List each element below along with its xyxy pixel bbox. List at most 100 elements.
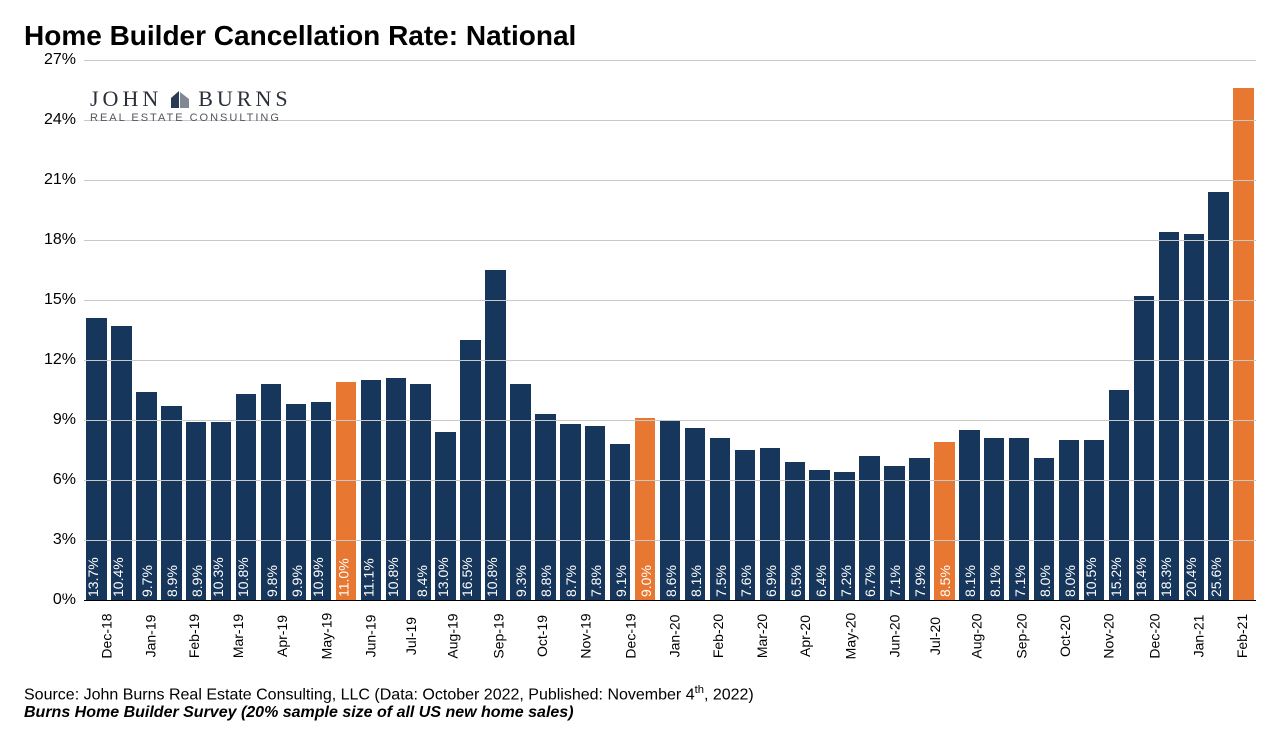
bar-value-label: 8.1% (962, 565, 978, 597)
bar-value-label: 6.9% (763, 565, 779, 597)
x-tick-label: Feb-21 (1234, 614, 1250, 658)
bar-cell: 10.5% (1106, 60, 1131, 600)
x-tick-cell: Nov-20 (1086, 604, 1131, 668)
x-tick-cell: Mar-21 (1264, 604, 1280, 668)
x-tick-label: Jul-20 (927, 617, 943, 655)
bar-value-label: 10.8% (485, 557, 501, 597)
x-tick-label: Nov-19 (577, 613, 593, 658)
x-tick-label: Mar-20 (754, 614, 770, 658)
logo-text-john: JOHN (90, 86, 162, 112)
x-tick-label: Apr-19 (274, 615, 290, 657)
x-tick-label: Dec-19 (622, 613, 638, 658)
bar-cell: 18.4% (1156, 60, 1181, 600)
gridline (84, 300, 1256, 301)
bar: 16.5% (485, 270, 505, 600)
bar-cell: 20.4% (1206, 60, 1231, 600)
bars-container: 14.1%13.7%10.4%9.7%8.9%8.9%10.3%10.8%9.8… (84, 60, 1256, 600)
chart-title: Home Builder Cancellation Rate: National (24, 20, 1256, 52)
x-tick-label: May-20 (842, 613, 858, 660)
bar-cell: 8.0% (1082, 60, 1107, 600)
x-tick-cell: Dec-20 (1132, 604, 1177, 668)
bar-cell: 8.6% (683, 60, 708, 600)
bar-cell: 6.7% (882, 60, 907, 600)
chart-footer: Source: John Burns Real Estate Consultin… (24, 684, 754, 722)
x-tick-label: Jan-19 (143, 615, 159, 658)
x-tick-label: Sep-20 (1014, 613, 1030, 658)
gridline (84, 600, 1256, 601)
bar-value-label: 10.5% (1083, 557, 1099, 597)
bar-value-label: 11.0% (335, 558, 351, 597)
bar-value-label: 14.1% (61, 557, 77, 597)
bar-value-label: 7.1% (1012, 565, 1028, 597)
survey-text: Burns Home Builder Survey (20% sample si… (24, 704, 754, 722)
x-tick-cell: Mar-19 (216, 604, 260, 668)
bar-value-label: 15.2% (1108, 557, 1124, 597)
gridline (84, 180, 1256, 181)
bar-value-label: 16.5% (460, 557, 476, 597)
x-tick-label: Oct-20 (1057, 615, 1073, 657)
bar-cell: 15.2% (1131, 60, 1156, 600)
x-tick-cell: Sep-20 (999, 604, 1044, 668)
bar-cell: 13.7% (109, 60, 134, 600)
bar-value-label: 9.8% (264, 565, 280, 597)
x-tick-cell: Feb-20 (696, 604, 740, 668)
x-tick-label: Jan-21 (1190, 615, 1206, 658)
bar-value-label: 8.0% (1062, 565, 1078, 597)
bar-cell: 8.8% (558, 60, 583, 600)
bar: 20.4% (1208, 192, 1228, 600)
x-tick-label: Oct-19 (534, 615, 550, 657)
bar-cell: 9.9% (308, 60, 333, 600)
bar: 18.4% (1159, 232, 1179, 600)
x-tick-cell: Sep-19 (476, 604, 521, 668)
y-tick-label: 12% (44, 351, 76, 369)
bar-value-label: 6.7% (863, 565, 879, 597)
x-tick-label: Jan-20 (666, 615, 682, 658)
bar-cell: 8.0% (1057, 60, 1082, 600)
x-tick-cell: Jul-20 (916, 604, 954, 668)
bar-value-label: 7.5% (713, 565, 729, 597)
bar-cell: 10.8% (259, 60, 284, 600)
bar-value-label: 6.4% (813, 565, 829, 597)
x-tick-label: Jul-19 (403, 617, 419, 655)
x-tick-cell: Apr-19 (261, 604, 303, 668)
bar-cell: 8.1% (1007, 60, 1032, 600)
x-tick-cell: Jun-20 (873, 604, 916, 668)
bar-value-label: 8.5% (937, 565, 953, 597)
bar-value-label: 6.5% (788, 565, 804, 597)
x-tick-cell: Mar-20 (740, 604, 784, 668)
bar-value-label: 18.4% (1133, 557, 1149, 597)
bar-value-label: 13.0% (435, 557, 451, 597)
y-tick-label: 6% (53, 471, 76, 489)
bar-value-label: 9.9% (289, 565, 305, 597)
bar-value-label: 10.8% (385, 557, 401, 597)
bar-value-label: 9.3% (513, 565, 529, 597)
bar-cell: 7.1% (1032, 60, 1057, 600)
gridline (84, 240, 1256, 241)
bar-cell: 7.9% (932, 60, 957, 600)
y-tick-label: 15% (44, 291, 76, 309)
x-tick-label: Dec-20 (1146, 613, 1162, 658)
bar-value-label: 8.9% (189, 565, 205, 597)
x-tick-cell: Dec-18 (84, 604, 129, 668)
x-tick-label: Apr-20 (798, 615, 814, 657)
x-tick-cell: Oct-20 (1044, 604, 1086, 668)
bar-cell: 8.9% (184, 60, 209, 600)
bar-cell: 11.1% (383, 60, 408, 600)
bar-cell: 8.7% (583, 60, 608, 600)
bar-cell: 10.8% (508, 60, 533, 600)
bar-cell: 16.5% (483, 60, 508, 600)
bar-value-label: 8.4% (414, 565, 430, 597)
bar-cell: 10.8% (408, 60, 433, 600)
bar-cell: 8.1% (982, 60, 1007, 600)
bar-cell: 7.1% (907, 60, 932, 600)
x-tick-label: Feb-19 (186, 614, 202, 658)
bar: 15.2% (1134, 296, 1154, 600)
y-tick-label: 9% (53, 411, 76, 429)
y-tick-label: 3% (53, 531, 76, 549)
x-tick-label: Aug-19 (445, 613, 461, 658)
x-tick-cell: Aug-19 (430, 604, 475, 668)
bar-cell: 10.4% (134, 60, 159, 600)
bar-value-label: 9.7% (139, 565, 155, 597)
bar-value-label: 8.9% (164, 565, 180, 597)
bar-value-label: 10.3% (210, 557, 226, 597)
